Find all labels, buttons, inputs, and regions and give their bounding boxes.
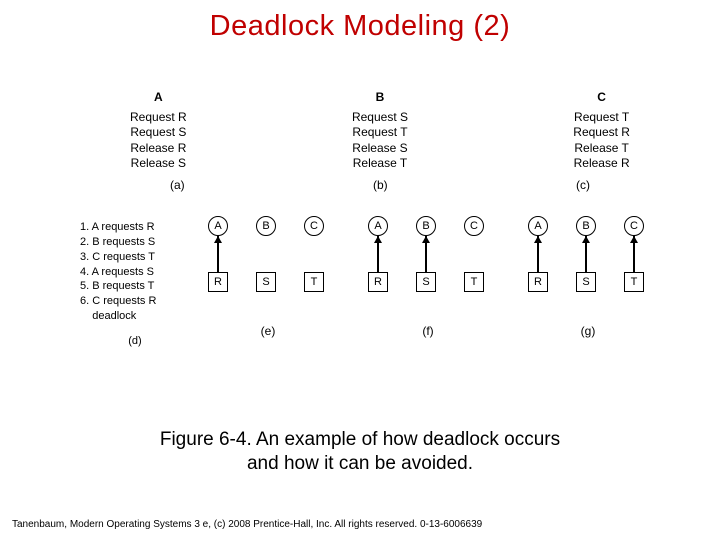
subfig-label: (c): [576, 178, 590, 192]
process-operations-row: A Request R Request S Release R Release …: [80, 90, 650, 172]
process-header: A: [130, 90, 187, 106]
resource-node: T: [304, 272, 324, 292]
resource-node: S: [256, 272, 276, 292]
step-line: 3. C requests T: [80, 250, 190, 265]
resource-node: R: [528, 272, 548, 292]
process-node: A: [208, 216, 228, 236]
resource-graph: ABCRST(f): [368, 216, 488, 316]
op-line: Release T: [573, 141, 630, 157]
copyright-footer: Tanenbaum, Modern Operating Systems 3 e,…: [12, 519, 482, 530]
step-line: deadlock: [80, 309, 190, 324]
process-header: C: [573, 90, 630, 106]
op-line: Release S: [130, 156, 187, 172]
op-line: Request R: [130, 110, 187, 126]
process-node: B: [416, 216, 436, 236]
step-line: 5. B requests T: [80, 279, 190, 294]
process-header: B: [352, 90, 408, 106]
op-line: Request S: [130, 125, 187, 141]
process-node: B: [576, 216, 596, 236]
process-node: A: [528, 216, 548, 236]
op-line: Release S: [352, 141, 408, 157]
subfig-labels-row: (a) (b) (c): [80, 172, 650, 192]
slide-title: Deadlock Modeling (2): [0, 0, 720, 43]
caption-line: and how it can be avoided.: [247, 453, 473, 474]
op-line: Request T: [352, 125, 408, 141]
process-node: A: [368, 216, 388, 236]
figure-caption: Figure 6-4. An example of how deadlock o…: [0, 428, 720, 476]
op-line: Request S: [352, 110, 408, 126]
figure-area: A Request R Request S Release R Release …: [80, 90, 650, 349]
op-line: Request T: [573, 110, 630, 126]
step-line: 6. C requests R: [80, 294, 190, 309]
subfig-label: (g): [528, 324, 648, 338]
subfig-label: (a): [170, 178, 185, 192]
arrow-head-icon: [214, 236, 222, 243]
arrow-head-icon: [422, 236, 430, 243]
graphs-row: ABCRST(e)ABCRST(f)ABCRST(g): [208, 212, 648, 316]
op-line: Release R: [573, 156, 630, 172]
step-line: 2. B requests S: [80, 235, 190, 250]
resource-node: R: [368, 272, 388, 292]
resource-node: T: [464, 272, 484, 292]
subfig-label: (d): [80, 334, 190, 349]
step-line: 4. A requests S: [80, 265, 190, 280]
steps-list: 1. A requests R 2. B requests S 3. C req…: [80, 212, 190, 349]
subfig-label: (b): [373, 178, 388, 192]
subfig-label: (f): [368, 324, 488, 338]
op-line: Release T: [352, 156, 408, 172]
caption-line: Figure 6-4. An example of how deadlock o…: [160, 429, 560, 450]
process-node: C: [624, 216, 644, 236]
resource-node: S: [416, 272, 436, 292]
op-line: Release R: [130, 141, 187, 157]
arrow-head-icon: [630, 236, 638, 243]
op-line: Request R: [573, 125, 630, 141]
resource-node: T: [624, 272, 644, 292]
step-line: 1. A requests R: [80, 220, 190, 235]
resource-node: S: [576, 272, 596, 292]
process-node: C: [304, 216, 324, 236]
process-block-a: A Request R Request S Release R Release …: [130, 90, 187, 172]
resource-graph: ABCRST(e): [208, 216, 328, 316]
process-node: B: [256, 216, 276, 236]
arrow-head-icon: [534, 236, 542, 243]
arrow-head-icon: [374, 236, 382, 243]
resource-node: R: [208, 272, 228, 292]
resource-graph: ABCRST(g): [528, 216, 648, 316]
process-block-b: B Request S Request T Release S Release …: [352, 90, 408, 172]
bottom-row: 1. A requests R 2. B requests S 3. C req…: [80, 212, 650, 349]
arrow-head-icon: [582, 236, 590, 243]
subfig-label: (e): [208, 324, 328, 338]
process-node: C: [464, 216, 484, 236]
process-block-c: C Request T Request R Release T Release …: [573, 90, 630, 172]
